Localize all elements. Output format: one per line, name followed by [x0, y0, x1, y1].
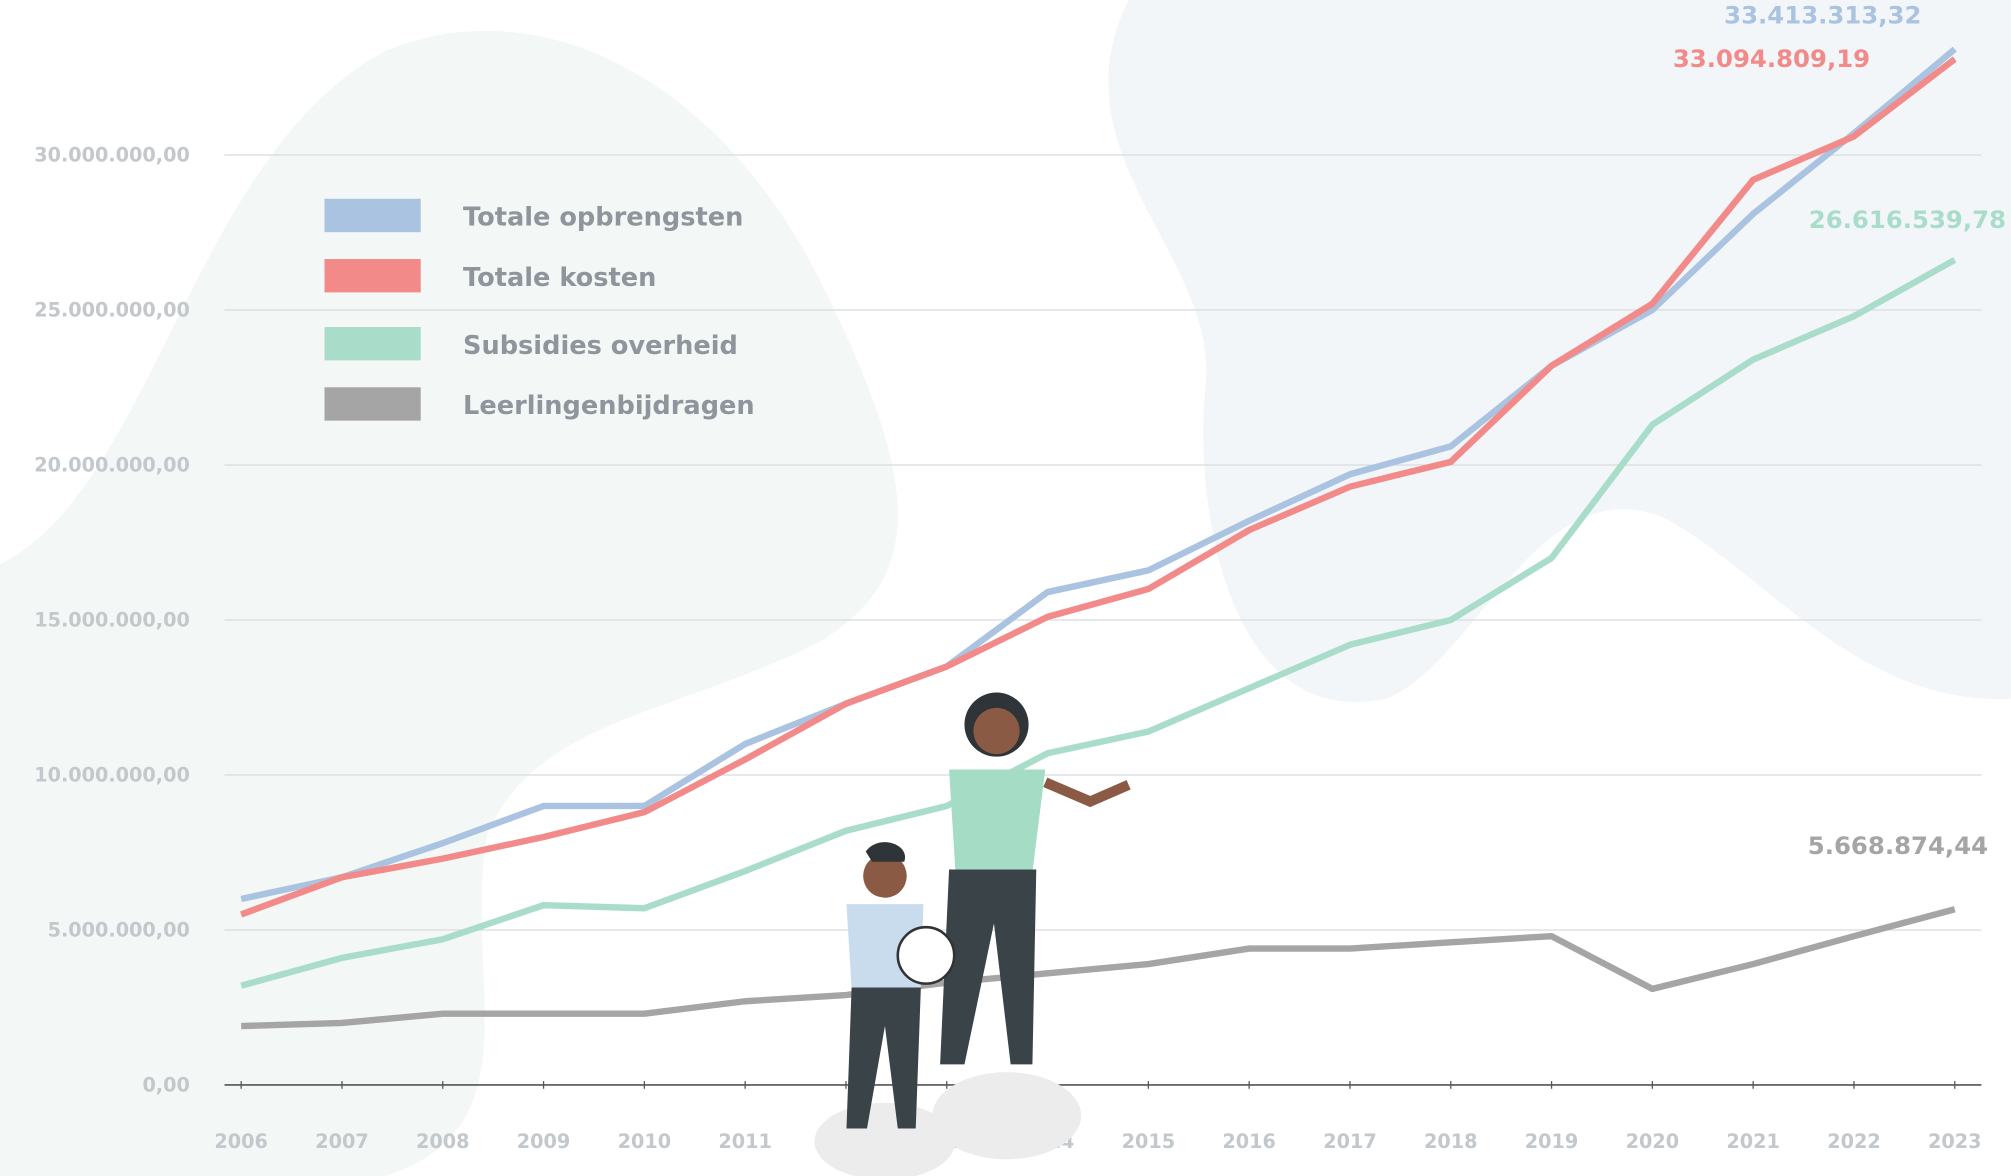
x-tick-label: 2019: [1525, 1130, 1579, 1153]
legend-swatch: [325, 327, 421, 360]
value-label: 33.094.809,19: [1673, 44, 1870, 73]
y-tick-label: 5.000.000,00: [48, 918, 190, 941]
value-label: 33.413.313,32: [1724, 1, 1921, 30]
illustration: [814, 693, 1128, 1176]
x-tick-label: 2018: [1424, 1130, 1478, 1153]
x-tick-label: 2021: [1726, 1130, 1780, 1153]
legend-swatch: [325, 199, 421, 232]
legend-label: Totale opbrengsten: [463, 203, 743, 233]
y-tick-label: 15.000.000,00: [34, 608, 190, 631]
value-label: 5.668.874,44: [1808, 831, 1988, 860]
legend-label: Totale kosten: [463, 263, 656, 293]
x-tick-label: 2016: [1222, 1130, 1276, 1153]
y-tick-label: 25.000.000,00: [34, 298, 190, 321]
x-tick-label: 2017: [1323, 1130, 1377, 1153]
x-tick-label: 2008: [416, 1130, 469, 1153]
legend-label: Subsidies overheid: [463, 331, 738, 361]
value-label: 26.616.539,78: [1809, 205, 2006, 234]
legend-label: Leerlingenbijdragen: [463, 391, 755, 421]
y-tick-label: 30.000.000,00: [34, 143, 190, 166]
x-tick-label: 2020: [1626, 1130, 1680, 1153]
x-tick-label: 2023: [1928, 1130, 1982, 1153]
chart: 0,00 5.000.000,00 10.000.000,00 15.000.000,…: [0, 0, 2011, 1176]
x-tick-label: 2006: [214, 1130, 268, 1153]
series-line: [241, 909, 1955, 1026]
x-tick-label: 2022: [1827, 1130, 1881, 1153]
x-tick-label: 2015: [1122, 1130, 1176, 1153]
y-tick-label: 0,00: [142, 1073, 189, 1096]
legend-swatch: [325, 259, 421, 292]
legend-swatch: [325, 387, 421, 420]
x-tick-label: 2009: [517, 1130, 571, 1153]
y-tick-label: 10.000.000,00: [34, 763, 190, 786]
x-tick-label: 2011: [718, 1130, 772, 1153]
x-tick-label: 2010: [618, 1130, 672, 1153]
x-tick-label: 2007: [315, 1130, 369, 1153]
y-tick-label: 20.000.000,00: [34, 453, 190, 476]
